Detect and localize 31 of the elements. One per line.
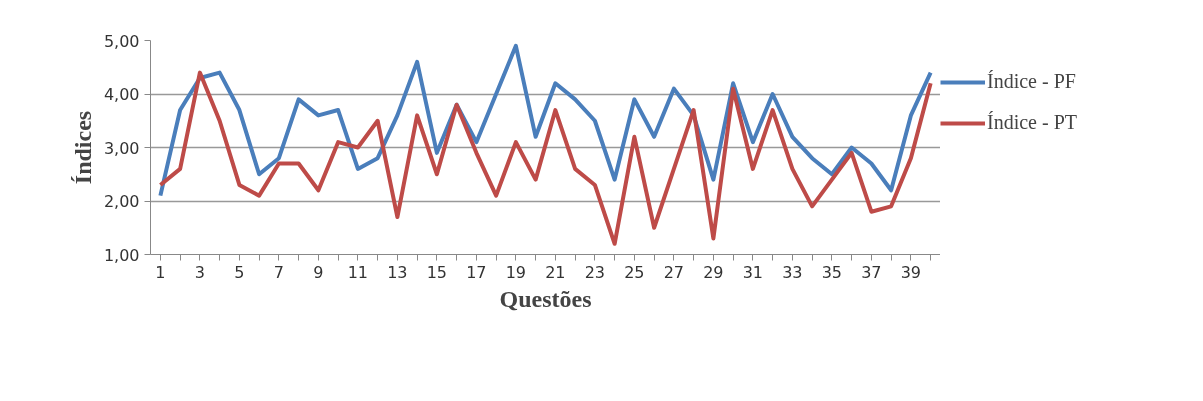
x-tick-label: 31 (742, 262, 764, 282)
x-tick-label: 27 (663, 262, 685, 282)
legend-label: Índice - PF (987, 70, 1076, 93)
x-tick-label: 37 (861, 262, 882, 282)
y-tick-label: 3,00 (103, 138, 140, 158)
legend-label: Índice - PT (987, 111, 1077, 134)
x-tick-label: 33 (782, 262, 803, 282)
x-tick-label: 35 (821, 262, 843, 282)
x-tick-label: 9 (313, 262, 324, 282)
x-tick-label: 7 (273, 262, 284, 282)
x-tick-label: 3 (194, 262, 205, 282)
x-tick-label: 23 (584, 262, 606, 282)
y-tick-label: 1,00 (103, 245, 140, 265)
x-tick-label: 15 (426, 262, 448, 282)
line-series (158, 70, 933, 246)
x-tick-label: 21 (545, 262, 566, 282)
line-series (158, 43, 933, 198)
y-tick-label: 4,00 (103, 85, 140, 104)
x-tick-label: 5 (234, 262, 245, 282)
x-tick-label: 11 (347, 262, 369, 282)
y-tick-label: 2,00 (103, 192, 140, 211)
x-tick-label: 1 (155, 262, 166, 282)
x-tick-label: 29 (703, 262, 724, 282)
x-tick-label: 39 (900, 262, 922, 282)
x-tick-label: 13 (387, 262, 408, 282)
x-tick-label: 17 (466, 262, 487, 282)
y-axis-title: Índices (69, 110, 96, 185)
x-tick-label: 19 (505, 262, 527, 282)
y-tick-label: 5,00 (103, 31, 140, 51)
x-axis-title: Questões (499, 285, 592, 312)
x-tick-label: 25 (624, 262, 645, 282)
